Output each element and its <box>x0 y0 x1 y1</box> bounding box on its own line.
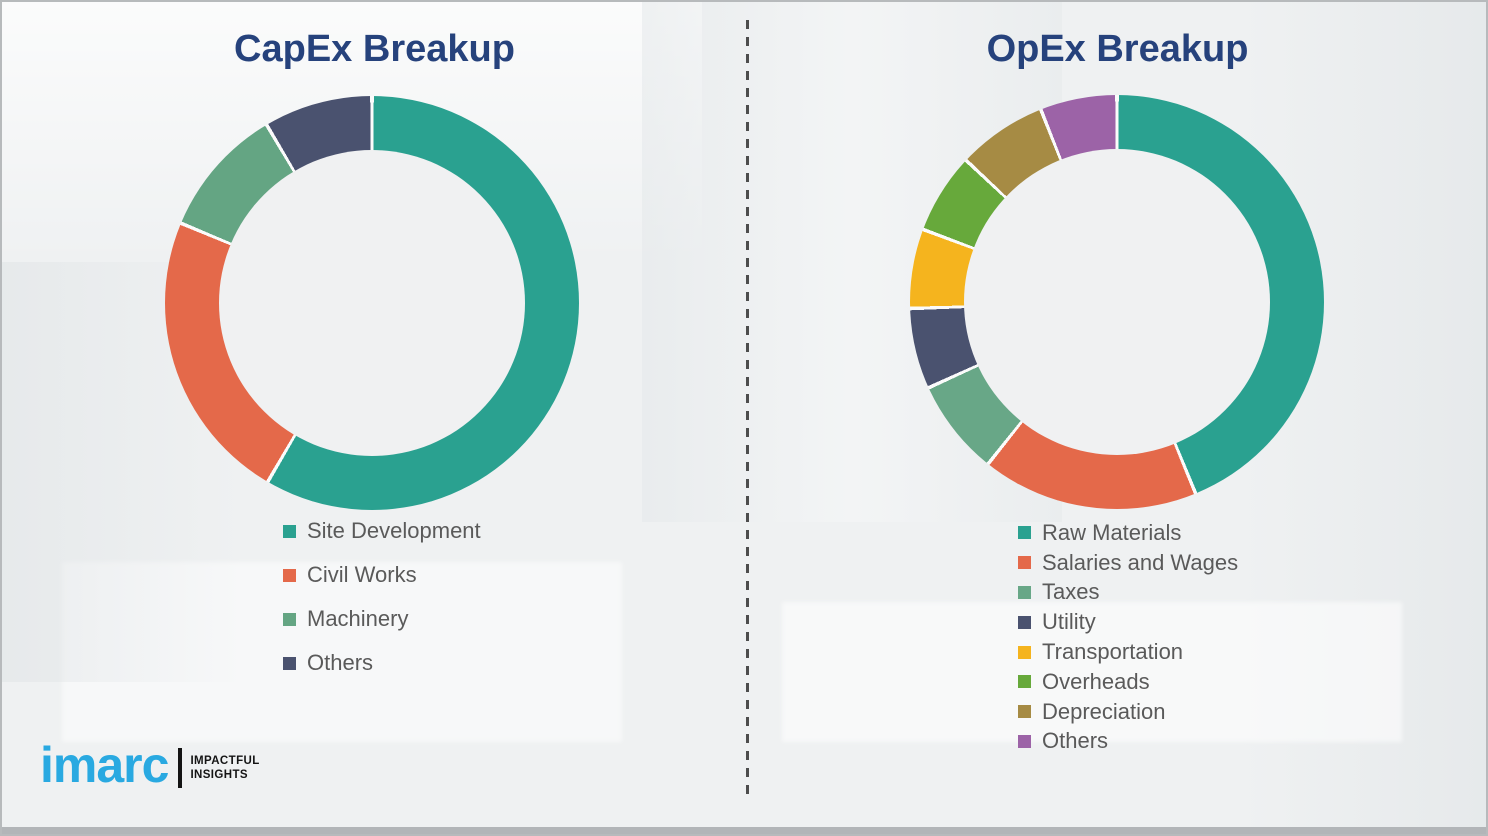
legend-label: Overheads <box>1042 668 1150 694</box>
imarc-logo-wordmark: imarc <box>40 737 169 793</box>
legend-swatch <box>1018 556 1031 570</box>
legend-item-civil-works: Civil Works <box>283 553 481 597</box>
legend-label: Site Development <box>307 518 481 543</box>
legend-label: Salaries and Wages <box>1042 549 1239 575</box>
opex-donut-chart <box>910 95 1324 509</box>
legend-label: Others <box>307 650 374 675</box>
legend-swatch <box>283 568 296 582</box>
legend-item-site-development: Site Development <box>283 509 481 553</box>
legend-label: Depreciation <box>1042 698 1166 724</box>
imarc-tagline-line1: IMPACTFUL <box>190 754 260 767</box>
capex-donut-hole <box>219 150 525 456</box>
legend-label: Transportation <box>1042 639 1184 665</box>
legend-swatch <box>1018 675 1031 689</box>
legend-item-others: Others <box>1018 727 1238 757</box>
legend-item-depreciation: Depreciation <box>1018 697 1238 727</box>
imarc-logo: imarc IMPACTFUL INSIGHTS <box>40 740 260 790</box>
legend-label: Others <box>1042 728 1109 754</box>
legend-label: Raw Materials <box>1042 519 1182 545</box>
bottom-edge-strip <box>2 827 1486 834</box>
legend-swatch <box>1018 615 1031 629</box>
opex-chart-title: OpEx Breakup <box>986 28 1249 70</box>
vertical-dashed-divider <box>746 20 749 794</box>
opex-legend: Raw Materials Salaries and Wages Taxes Util… <box>1018 518 1238 756</box>
legend-label: Civil Works <box>307 562 417 587</box>
legend-item-taxes: Taxes <box>1018 578 1238 608</box>
legend-item-machinery: Machinery <box>283 597 481 641</box>
legend-swatch <box>1018 526 1031 540</box>
opex-donut-hole <box>964 149 1270 455</box>
legend-item-utility: Utility <box>1018 607 1238 637</box>
legend-swatch <box>1018 645 1031 659</box>
capex-legend: Site Development Civil Works Machinery Othe… <box>283 509 481 685</box>
legend-swatch <box>1018 705 1031 719</box>
legend-swatch <box>1018 585 1031 599</box>
imarc-logo-divider-bar <box>178 748 183 788</box>
legend-label: Taxes <box>1042 579 1100 605</box>
legend-item-transportation: Transportation <box>1018 637 1238 667</box>
legend-item-salaries-and-wages: Salaries and Wages <box>1018 548 1238 578</box>
capex-donut-chart <box>165 96 579 510</box>
legend-swatch <box>283 524 296 538</box>
legend-item-overheads: Overheads <box>1018 667 1238 697</box>
legend-swatch <box>1018 734 1031 748</box>
imarc-tagline-line2: INSIGHTS <box>190 769 248 781</box>
capex-chart-title: CapEx Breakup <box>234 28 515 70</box>
legend-item-others: Others <box>283 641 481 685</box>
legend-label: Utility <box>1042 609 1096 635</box>
legend-item-raw-materials: Raw Materials <box>1018 518 1238 548</box>
legend-label: Machinery <box>307 606 409 631</box>
legend-swatch <box>283 656 296 670</box>
legend-swatch <box>283 612 296 626</box>
imarc-logo-tagline: IMPACTFUL INSIGHTS <box>190 754 259 783</box>
